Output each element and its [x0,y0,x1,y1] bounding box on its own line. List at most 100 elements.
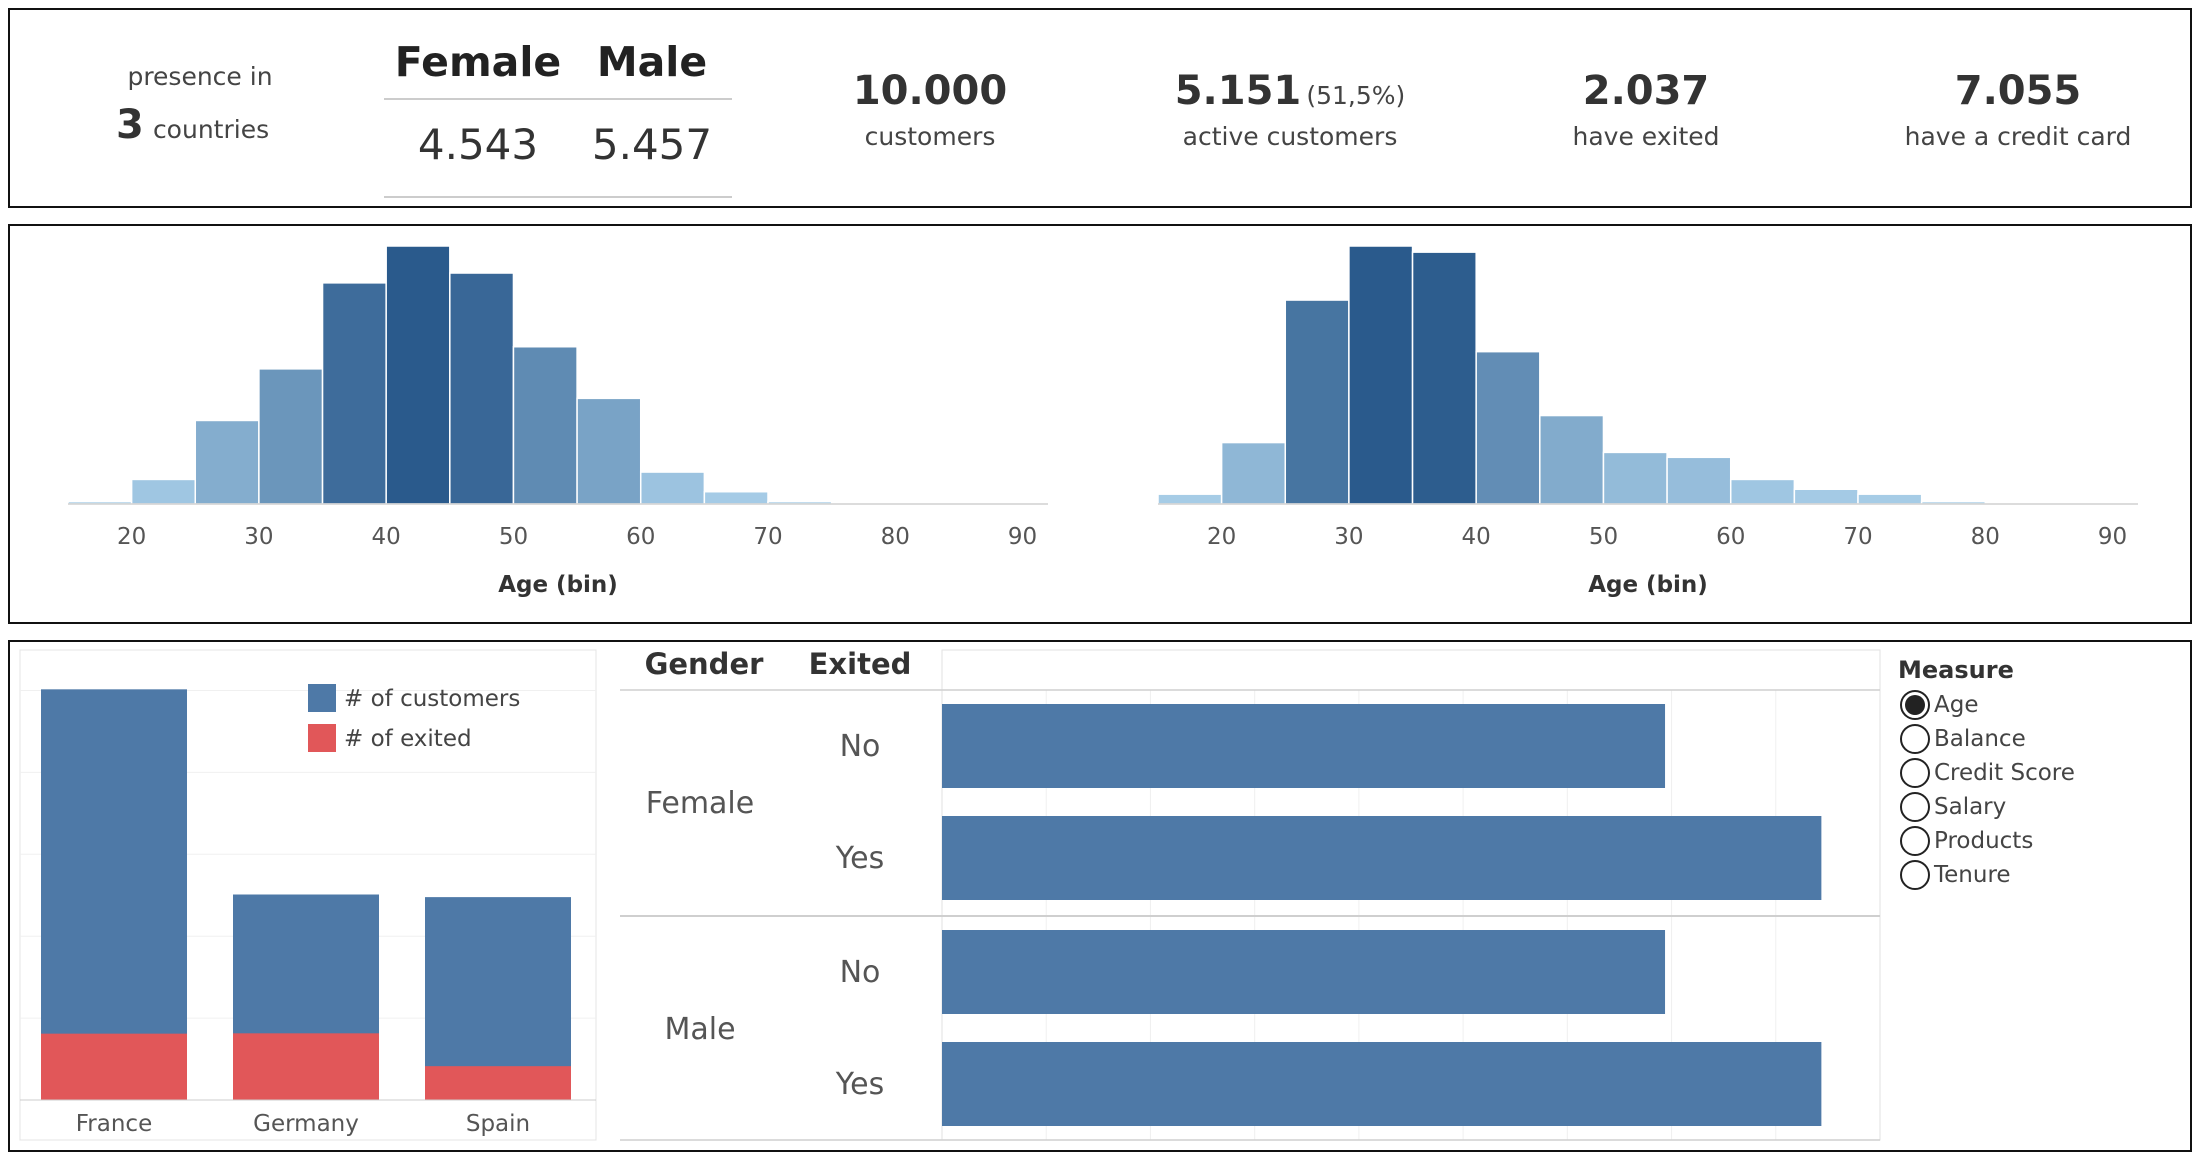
x-tick-label: 60 [1716,524,1745,550]
gender-label-male: Male [664,1012,735,1047]
category-label: Spain [466,1111,530,1137]
histogram-bar[interactable] [1793,488,1859,505]
measure-option-tenure[interactable]: Tenure [1900,858,2011,892]
histogram-2: 20 30 40 50 60 70 80 90 Age (bin) [1157,245,2138,598]
histogram-1: 20 30 40 50 60 70 80 90 Age (bin) [67,245,1048,598]
x-tick-label: 40 [1462,524,1491,550]
histogram-bar[interactable] [1602,451,1668,505]
x-tick-label: 20 [117,524,146,550]
active-value-line: 5.151 (51,5%) [1130,68,1450,114]
bottom-panel: France Germany Spain # of customers # of exi… [8,640,2192,1152]
category-label: France [76,1111,152,1137]
histogram-bar[interactable] [1857,493,1923,505]
histogram-bar[interactable] [321,282,387,505]
x-tick-label: 30 [244,524,273,550]
bar-male-no[interactable] [942,930,1666,1014]
legend-label: # of exited [344,726,472,752]
radio-circle-icon[interactable] [1900,724,1930,754]
histogram-bar[interactable] [639,471,706,505]
radio-circle-icon[interactable] [1900,758,1930,788]
radio-circle-icon[interactable] [1900,690,1930,720]
credit-value: 7.055 [1954,68,2082,114]
measure-option-label: Tenure [1934,862,2011,888]
header-exited: Exited [809,647,912,681]
gender-header-male: Male [596,38,708,86]
measure-option-label: Balance [1934,726,2026,752]
credit-label: have a credit card [1904,122,2132,151]
header-gender: Gender [645,647,765,681]
x-tick-label: 30 [1334,524,1363,550]
x-tick-label: 70 [753,524,782,550]
category-label: Germany [253,1111,359,1137]
measure-title: Measure [1898,656,2014,684]
histogram-bar[interactable] [385,245,451,505]
histogram-bar[interactable] [1157,493,1223,505]
histogram-bar[interactable] [1475,350,1541,505]
exited-label: have exited [1572,122,1720,151]
histogram-bar[interactable] [130,478,197,505]
bar-exited-germany[interactable] [233,1033,379,1100]
histogram-bar[interactable] [1666,456,1732,505]
exited-label: Yes [835,1067,884,1102]
measure-option-credit-score[interactable]: Credit Score [1900,756,2075,790]
radio-circle-icon[interactable] [1900,860,1930,890]
x-tick-label: 60 [626,524,655,550]
measure-option-label: Age [1934,692,1979,718]
presence-prefix: presence in [127,62,273,91]
measure-option-label: Products [1934,828,2034,854]
histogram-bar[interactable] [1348,245,1414,505]
gender-label-female: Female [646,786,754,821]
radio-circle-icon[interactable] [1900,792,1930,822]
bar-female-no[interactable] [942,704,1666,788]
histogram-bar[interactable] [703,490,769,505]
gender-exited-chart-svg: Gender Exited Female No Yes Male No Yes [620,647,1881,1141]
histogram-bar[interactable] [1539,414,1605,505]
histogram-bar[interactable] [1729,478,1796,505]
radio-circle-icon[interactable] [1900,826,1930,856]
histogram-bar[interactable] [1284,299,1350,505]
measure-option-label: Salary [1934,794,2007,820]
histogram-bar[interactable] [449,272,515,505]
legend-label: # of customers [344,686,520,712]
bar-male-yes[interactable] [942,1042,1822,1126]
histogram-bar[interactable] [512,345,578,505]
histogram-bar[interactable] [1411,251,1477,505]
x-tick-label: 80 [1971,524,2000,550]
customers-label: customers [864,122,996,151]
measure-option-salary[interactable]: Salary [1900,790,2006,824]
gender-divider-top [384,98,732,100]
x-tick-label: 40 [372,524,401,550]
countries-label: countries [152,115,270,144]
legend-swatch [308,724,336,752]
histogram-bar[interactable] [1220,441,1287,505]
x-tick-label: 20 [1207,524,1236,550]
gender-divider-bottom [384,196,732,198]
legend-swatch [308,684,336,712]
measure-option-balance[interactable]: Balance [1900,722,2026,756]
bar-exited-france[interactable] [41,1033,187,1100]
x-axis-title: Age (bin) [1588,572,1708,598]
bar-exited-spain[interactable] [425,1066,571,1100]
x-axis-title: Age (bin) [498,572,618,598]
x-tick-label: 50 [1589,524,1618,550]
exited-label: No [840,955,881,990]
histogram-bar[interactable] [258,368,324,505]
histogram-bar[interactable] [194,419,260,505]
gender-value-male: 5.457 [591,120,713,169]
legend: # of customers # of exited [308,684,520,752]
measure-option-products[interactable]: Products [1900,824,2033,858]
kpi-panel: presence in 3 countries Female Male 4.54… [8,8,2192,208]
histogram-bar[interactable] [576,397,642,505]
bar-female-yes[interactable] [942,816,1822,900]
country-chart-svg: France Germany Spain # of customers # of exi… [19,649,597,1141]
gender-header-female: Female [394,38,562,86]
presence-countries: 3 countries [116,102,269,148]
customers-value: 10.000 [852,68,1008,114]
active-label: active customers [1182,122,1398,151]
exited-label: No [840,729,881,764]
x-tick-label: 70 [1843,524,1872,550]
bar-customers-france[interactable] [41,689,187,1100]
x-tick-label: 50 [499,524,528,550]
measure-option-age[interactable]: Age [1900,688,1978,722]
gender-value-female: 4.543 [417,120,539,169]
